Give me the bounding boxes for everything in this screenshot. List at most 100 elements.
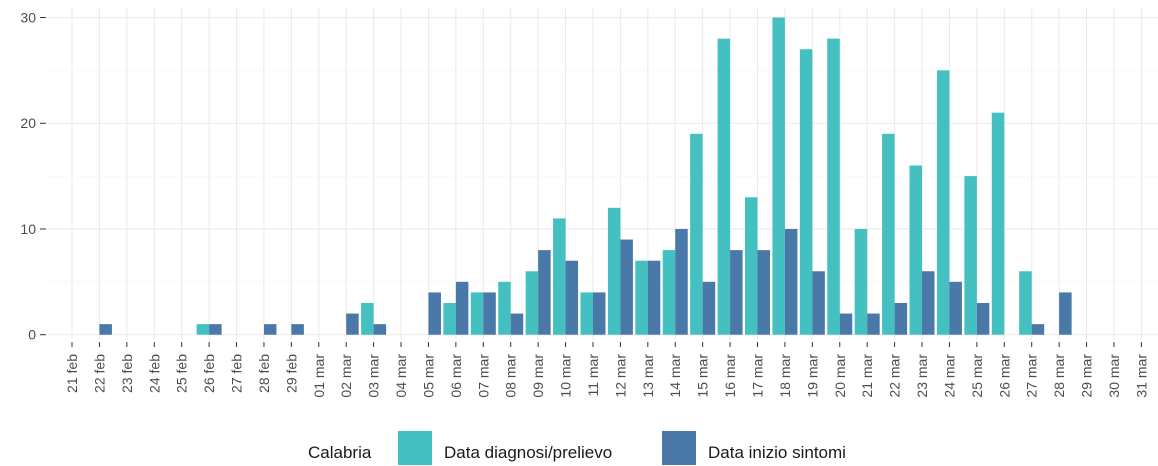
bar-sintomi xyxy=(428,292,441,335)
x-tick-label: 06 mar xyxy=(448,354,464,398)
bar-diagnosi xyxy=(553,218,566,335)
legend-label-diagnosi: Data diagnosi/prelievo xyxy=(444,443,612,462)
bar-sintomi xyxy=(976,302,990,335)
x-tick-label: 24 mar xyxy=(941,354,957,398)
legend: Calabria Data diagnosi/prelievo Data ini… xyxy=(308,431,846,465)
x-tick-label: 22 feb xyxy=(91,354,107,393)
bar-diagnosi xyxy=(525,271,539,335)
x-tick-label: 27 feb xyxy=(229,354,245,393)
bar-sintomi xyxy=(702,281,716,335)
y-tick-label: 0 xyxy=(28,327,36,343)
bar-diagnosi xyxy=(854,228,868,335)
x-tick-label: 25 mar xyxy=(969,354,985,398)
x-tick-label: 13 mar xyxy=(640,354,656,398)
y-tick-label: 20 xyxy=(20,115,36,131)
x-tick-label: 29 mar xyxy=(1079,354,1095,398)
x-tick-label: 14 mar xyxy=(667,354,683,398)
x-tick-label: 27 mar xyxy=(1024,354,1040,398)
bar-diagnosi xyxy=(607,207,621,335)
x-tick-label: 21 mar xyxy=(859,354,875,398)
legend-title: Calabria xyxy=(308,443,372,462)
bar-sintomi xyxy=(99,324,112,335)
bar-diagnosi xyxy=(196,324,210,335)
bar-sintomi xyxy=(757,250,770,335)
legend-key-sintomi xyxy=(662,431,696,465)
bar-diagnosi xyxy=(361,302,374,335)
bar-sintomi xyxy=(922,271,935,335)
x-tick-label: 12 mar xyxy=(612,354,628,398)
bar-diagnosi xyxy=(909,165,923,335)
bar-sintomi xyxy=(894,302,908,335)
x-tick-label: 15 mar xyxy=(695,354,711,398)
bar-sintomi xyxy=(592,292,606,335)
x-tick-label: 28 mar xyxy=(1051,354,1067,398)
bar-sintomi xyxy=(647,260,661,335)
x-tick-label: 10 mar xyxy=(558,354,574,398)
bar-diagnosi xyxy=(662,250,676,335)
x-tick-label: 02 mar xyxy=(338,354,354,398)
y-tick-label: 30 xyxy=(20,10,36,26)
x-tick-label: 22 mar xyxy=(887,354,903,398)
bar-sintomi xyxy=(620,239,633,335)
x-tick-label: 18 mar xyxy=(777,354,793,398)
bar-sintomi xyxy=(839,313,853,335)
x-tick-label: 26 mar xyxy=(996,354,1012,398)
x-tick-label: 29 feb xyxy=(283,354,299,393)
bar-sintomi xyxy=(784,228,798,335)
bar-diagnosi xyxy=(772,17,785,335)
x-tick-label: 05 mar xyxy=(420,354,436,398)
x-tick-label: 09 mar xyxy=(530,354,546,398)
bar-sintomi xyxy=(675,228,688,335)
x-tick-label: 31 mar xyxy=(1133,354,1149,398)
bar-sintomi xyxy=(1059,292,1072,335)
bar-sintomi xyxy=(510,313,524,335)
bar-diagnosi xyxy=(799,49,813,335)
bar-diagnosi xyxy=(717,38,731,335)
bar-sintomi xyxy=(209,324,222,335)
bar-sintomi xyxy=(373,324,387,335)
bar-diagnosi xyxy=(827,38,840,335)
x-tick-label: 17 mar xyxy=(750,354,766,398)
x-tick-label: 25 feb xyxy=(174,354,190,393)
bar-diagnosi xyxy=(443,302,456,335)
x-tick-label: 28 feb xyxy=(256,354,272,393)
bar-sintomi xyxy=(483,292,496,335)
x-tick-label: 16 mar xyxy=(722,354,738,398)
bar-sintomi xyxy=(730,250,743,335)
x-tick-label: 30 mar xyxy=(1106,354,1122,398)
bar-sintomi xyxy=(538,250,551,335)
bar-sintomi xyxy=(949,281,962,335)
bar-diagnosi xyxy=(991,112,1005,335)
x-tick-label: 19 mar xyxy=(804,354,820,398)
y-tick-label: 10 xyxy=(20,221,36,237)
x-tick-label: 20 mar xyxy=(832,354,848,398)
x-tick-label: 23 mar xyxy=(914,354,930,398)
x-tick-label: 03 mar xyxy=(366,354,382,398)
x-tick-label: 21 feb xyxy=(64,354,80,393)
x-tick-label: 24 feb xyxy=(146,354,162,393)
legend-label-sintomi: Data inizio sintomi xyxy=(708,443,846,462)
bar-diagnosi xyxy=(470,292,484,335)
bar-diagnosi xyxy=(882,133,895,335)
bar-diagnosi xyxy=(964,176,977,335)
x-axis: 21 feb 22 feb 23 feb 24 feb 25 feb 26 feb 27 f… xyxy=(64,342,1149,398)
bar-sintomi xyxy=(291,324,304,335)
bar-diagnosi xyxy=(1019,271,1032,335)
bar-sintomi xyxy=(263,324,277,335)
bar-diagnosi xyxy=(745,197,758,335)
bar-sintomi xyxy=(1031,324,1045,335)
bar-diagnosi xyxy=(936,70,950,335)
x-tick-label: 26 feb xyxy=(201,354,217,393)
y-axis: 0 10 20 30 xyxy=(20,10,46,343)
x-tick-label: 11 mar xyxy=(585,354,601,397)
bar-sintomi xyxy=(346,313,359,335)
bar-diagnosi xyxy=(580,292,593,335)
bar-diagnosi xyxy=(690,133,703,335)
x-tick-label: 01 mar xyxy=(311,354,327,398)
gridlines xyxy=(47,8,1158,340)
bar-diagnosi xyxy=(498,281,511,335)
bar-sintomi xyxy=(867,313,880,335)
x-tick-label: 04 mar xyxy=(393,354,409,398)
bar-sintomi xyxy=(455,281,469,335)
